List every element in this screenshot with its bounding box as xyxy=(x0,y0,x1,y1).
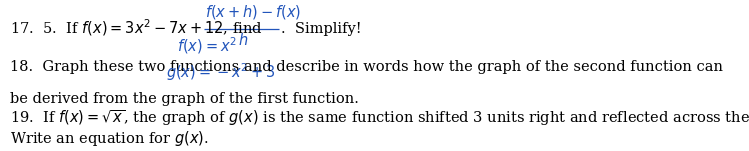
Text: 19.  If $f(x) = \sqrt{x}$, the graph of $g(x)$ is the same function shifted 3 un: 19. If $f(x) = \sqrt{x}$, the graph of $… xyxy=(10,109,749,128)
Text: $f(x+h)-f(x)$: $f(x+h)-f(x)$ xyxy=(205,3,301,21)
Text: $f(x) = x^2$: $f(x) = x^2$ xyxy=(178,35,237,56)
Text: and describe in words how the graph of the second function can: and describe in words how the graph of t… xyxy=(244,60,724,74)
Text: Write an equation for $g(x)$.: Write an equation for $g(x)$. xyxy=(10,129,208,148)
Text: .  Simplify!: . Simplify! xyxy=(281,22,362,36)
Text: $g(x) = -x^2+3$: $g(x) = -x^2+3$ xyxy=(166,61,275,83)
Text: 17.  5.  If $f(x) = 3x^2 - 7x + 12$, find: 17. 5. If $f(x) = 3x^2 - 7x + 12$, find xyxy=(10,17,262,38)
Text: be derived from the graph of the first function.: be derived from the graph of the first f… xyxy=(10,92,359,106)
Text: 18.  Graph these two functions: 18. Graph these two functions xyxy=(10,60,239,74)
Text: $h$: $h$ xyxy=(238,32,249,48)
